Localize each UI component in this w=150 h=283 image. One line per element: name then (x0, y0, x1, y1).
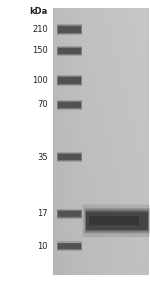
FancyBboxPatch shape (84, 208, 150, 233)
Bar (58, 77, 81, 84)
Bar (58, 211, 81, 217)
Bar (57, 101, 82, 109)
Bar (89, 216, 139, 225)
Text: 35: 35 (37, 153, 48, 162)
Bar (58, 27, 81, 33)
Bar (58, 102, 81, 108)
Bar (57, 241, 82, 251)
Text: 10: 10 (38, 242, 48, 251)
Bar (58, 48, 81, 54)
Text: 70: 70 (37, 100, 48, 109)
Text: kDa: kDa (30, 7, 48, 16)
Bar (57, 100, 82, 110)
Text: 100: 100 (32, 76, 48, 85)
Bar (57, 243, 82, 250)
Bar (57, 47, 82, 55)
Bar (57, 24, 82, 35)
Bar (58, 243, 81, 249)
FancyBboxPatch shape (82, 204, 150, 237)
FancyBboxPatch shape (85, 210, 148, 231)
Bar (58, 77, 81, 84)
Bar (57, 210, 82, 218)
Bar (58, 154, 81, 160)
Bar (57, 46, 82, 56)
Bar (58, 102, 81, 108)
Bar (58, 48, 81, 54)
Text: 210: 210 (32, 25, 48, 34)
Bar (58, 154, 81, 160)
Bar (57, 76, 82, 85)
Bar (58, 211, 81, 216)
Text: 150: 150 (32, 46, 48, 55)
Bar (57, 152, 82, 162)
Text: 17: 17 (37, 209, 48, 218)
Bar (86, 212, 148, 230)
Bar (57, 153, 82, 161)
Bar (57, 25, 82, 34)
Bar (57, 75, 82, 87)
Bar (58, 26, 81, 33)
Bar (58, 244, 81, 249)
Bar (57, 209, 82, 219)
